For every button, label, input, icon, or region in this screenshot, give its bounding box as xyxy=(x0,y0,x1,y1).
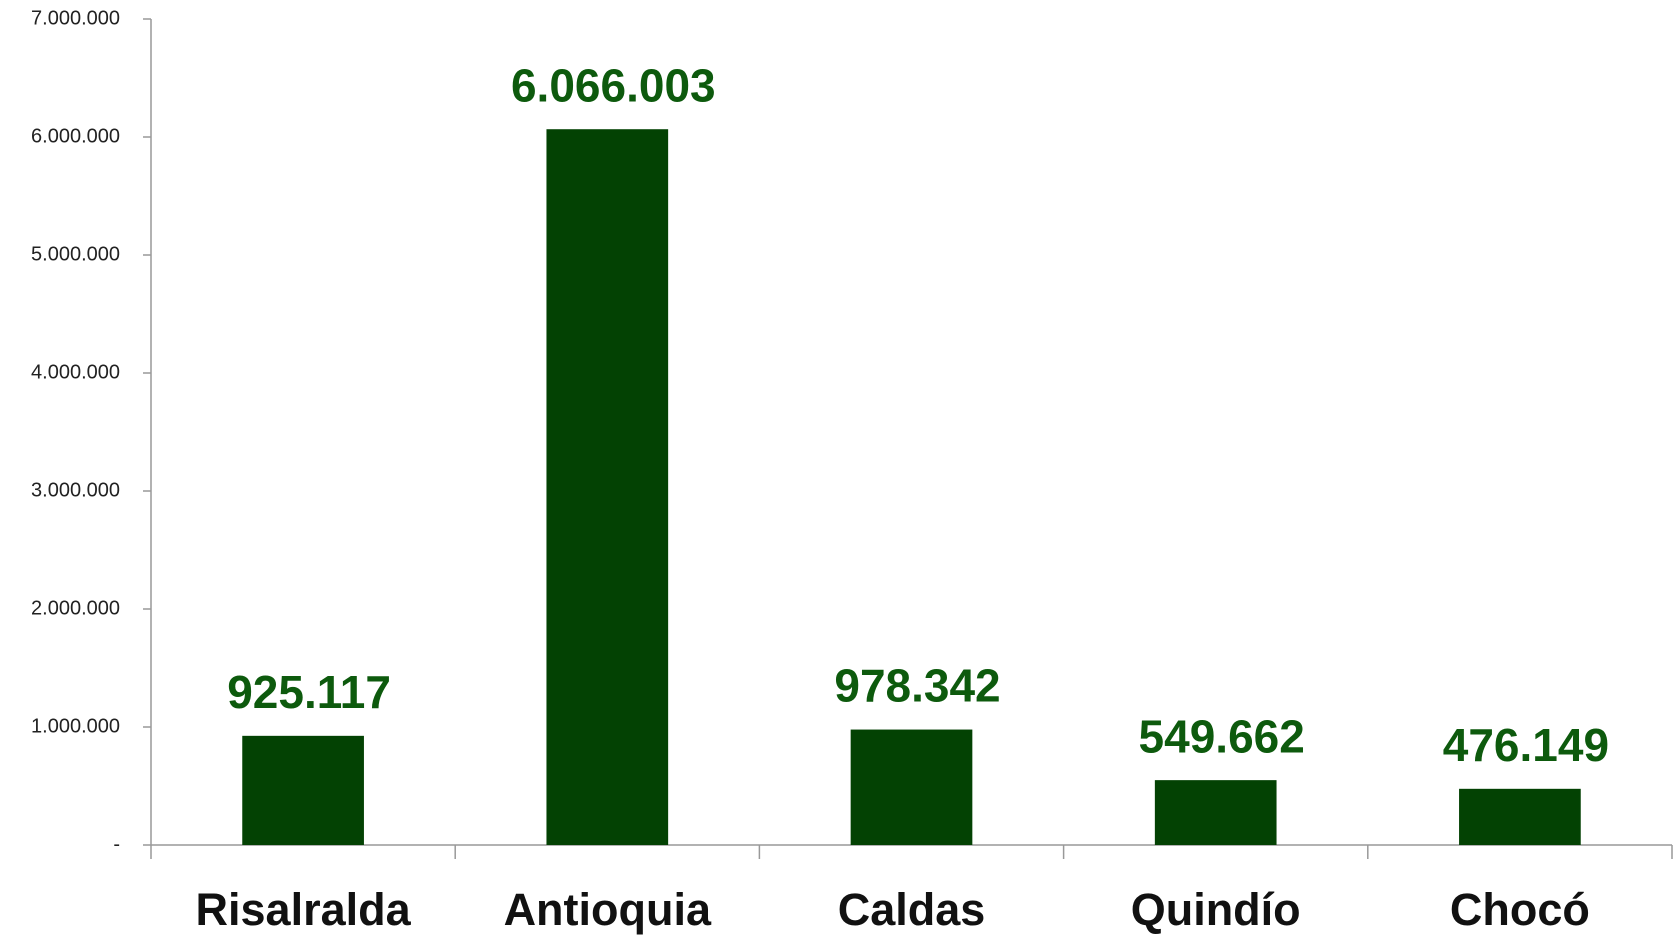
y-tick-label: 1.000.000 xyxy=(31,715,120,737)
bar xyxy=(242,735,364,845)
bar xyxy=(1459,788,1581,845)
value-label: 978.342 xyxy=(834,660,1000,712)
y-tick-label: - xyxy=(113,833,120,855)
value-label: 549.662 xyxy=(1139,710,1305,762)
x-tick-label: Antioquia xyxy=(504,884,712,935)
x-tick-label: Chocó xyxy=(1450,884,1590,935)
y-tick-label: 3.000.000 xyxy=(31,479,120,501)
y-tick-label: 2.000.000 xyxy=(31,597,120,619)
value-label: 6.066.003 xyxy=(511,59,716,111)
bar xyxy=(546,129,669,845)
bar xyxy=(1154,780,1277,845)
y-tick-label: 7.000.000 xyxy=(31,7,120,29)
x-tick-label: Caldas xyxy=(838,884,986,935)
x-tick-label: Quindío xyxy=(1131,884,1301,935)
value-label: 476.149 xyxy=(1443,719,1609,771)
y-tick-label: 4.000.000 xyxy=(31,361,120,383)
y-tick-label: 6.000.000 xyxy=(31,125,120,147)
value-label: 925.117 xyxy=(227,666,391,718)
y-tick-label: 5.000.000 xyxy=(31,243,120,265)
x-tick-label: Risalralda xyxy=(196,884,412,935)
bar xyxy=(850,729,973,845)
